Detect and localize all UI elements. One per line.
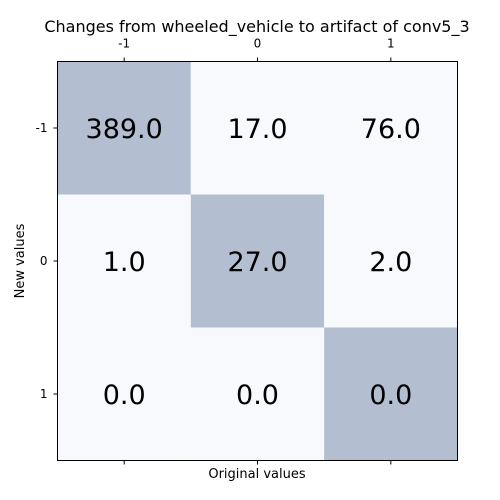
heatmap-cell — [324, 194, 458, 328]
heatmap-cell-label: 76.0 — [361, 114, 421, 145]
heatmap-cell-label: 2.0 — [369, 247, 412, 278]
heatmap-cell — [57, 327, 191, 461]
y-tick-label: -1 — [36, 121, 48, 135]
heatmap-cell — [324, 327, 458, 461]
heatmap-cell-label: 389.0 — [86, 114, 163, 145]
y-tick-label: 0 — [40, 254, 48, 268]
heatmap-cell-label: 0.0 — [369, 380, 412, 411]
x-tick-label: 0 — [254, 37, 262, 51]
heatmap-cell — [190, 194, 325, 328]
heatmap-cell-label: 27.0 — [227, 247, 287, 278]
heatmap-cell — [57, 61, 191, 195]
y-axis-label: New values — [13, 223, 28, 298]
heatmap-cell-label: 0.0 — [103, 380, 146, 411]
heatmap-cell-labels: 389.0 17.0 76.0 1.0 27.0 2.0 0.0 0.0 0.0 — [86, 114, 421, 411]
heatmap-cell — [190, 61, 325, 195]
heatmap-cell — [57, 194, 191, 328]
x-axis-label: Original values — [208, 467, 306, 482]
heatmap-cell-label: 0.0 — [236, 380, 279, 411]
chart-title: Changes from wheeled_vehicle to artifact… — [44, 17, 469, 37]
x-tick-label: -1 — [118, 37, 130, 51]
x-tick-label: 1 — [387, 37, 395, 51]
heatmap-cell — [324, 61, 458, 195]
heatmap-cell-label: 17.0 — [227, 114, 287, 145]
y-tick-label: 1 — [40, 387, 48, 401]
x-axis-ticks: -1 0 1 — [118, 37, 395, 465]
heatmap-cells — [57, 61, 458, 461]
heatmap-cell-label: 1.0 — [103, 247, 146, 278]
y-axis-ticks: -1 0 1 — [36, 121, 58, 401]
heatmap-cell — [190, 327, 325, 461]
